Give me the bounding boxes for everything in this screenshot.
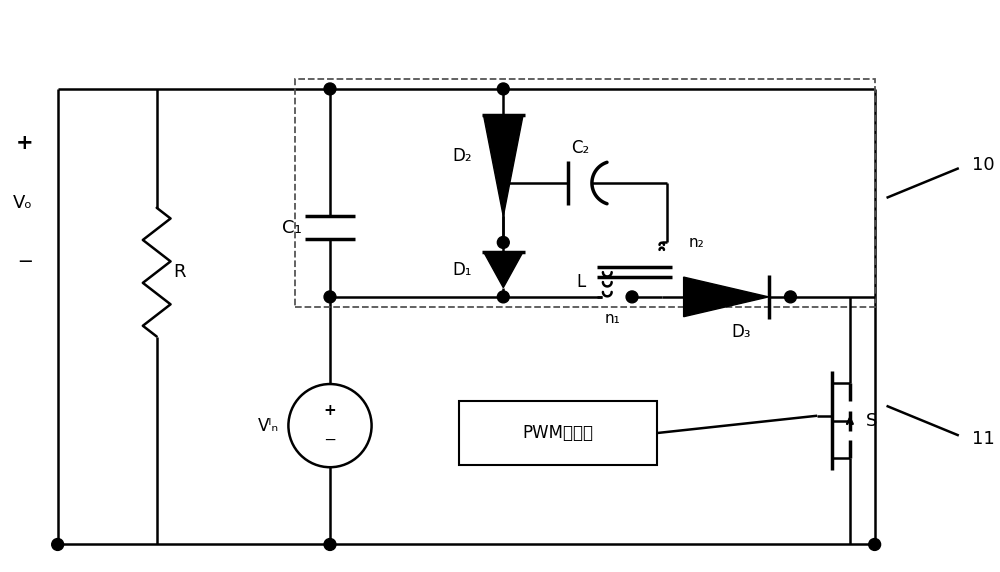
Text: 11: 11 [972, 430, 994, 447]
Text: +: + [16, 133, 34, 153]
Bar [459, 401, 657, 465]
Text: R: R [173, 263, 186, 281]
Text: n₁: n₁ [604, 311, 620, 326]
Circle shape [497, 291, 509, 303]
Text: +: + [324, 403, 336, 418]
Circle shape [785, 291, 796, 303]
Text: D₂: D₂ [452, 147, 472, 165]
Circle shape [497, 83, 509, 95]
Text: C₂: C₂ [571, 140, 589, 157]
Text: ─: ─ [325, 433, 335, 448]
Text: n₂: n₂ [689, 235, 704, 250]
Circle shape [626, 291, 638, 303]
Circle shape [324, 538, 336, 550]
Text: ─: ─ [19, 253, 31, 272]
Text: 10: 10 [972, 156, 994, 174]
Text: L: L [576, 273, 585, 291]
Circle shape [52, 538, 64, 550]
Circle shape [497, 236, 509, 248]
Polygon shape [483, 115, 523, 216]
Circle shape [324, 83, 336, 95]
Bar [295, 79, 875, 307]
Circle shape [869, 538, 881, 550]
Text: Vᴵₙ: Vᴵₙ [258, 416, 279, 435]
Circle shape [324, 291, 336, 303]
Polygon shape [483, 252, 523, 288]
Polygon shape [684, 277, 769, 317]
Text: D₁: D₁ [452, 261, 471, 279]
Text: D₃: D₃ [731, 323, 751, 340]
Text: C₁: C₁ [282, 219, 302, 237]
Text: S: S [866, 412, 877, 430]
Text: Vₒ: Vₒ [13, 194, 33, 212]
Text: PWM控制器: PWM控制器 [522, 424, 593, 442]
